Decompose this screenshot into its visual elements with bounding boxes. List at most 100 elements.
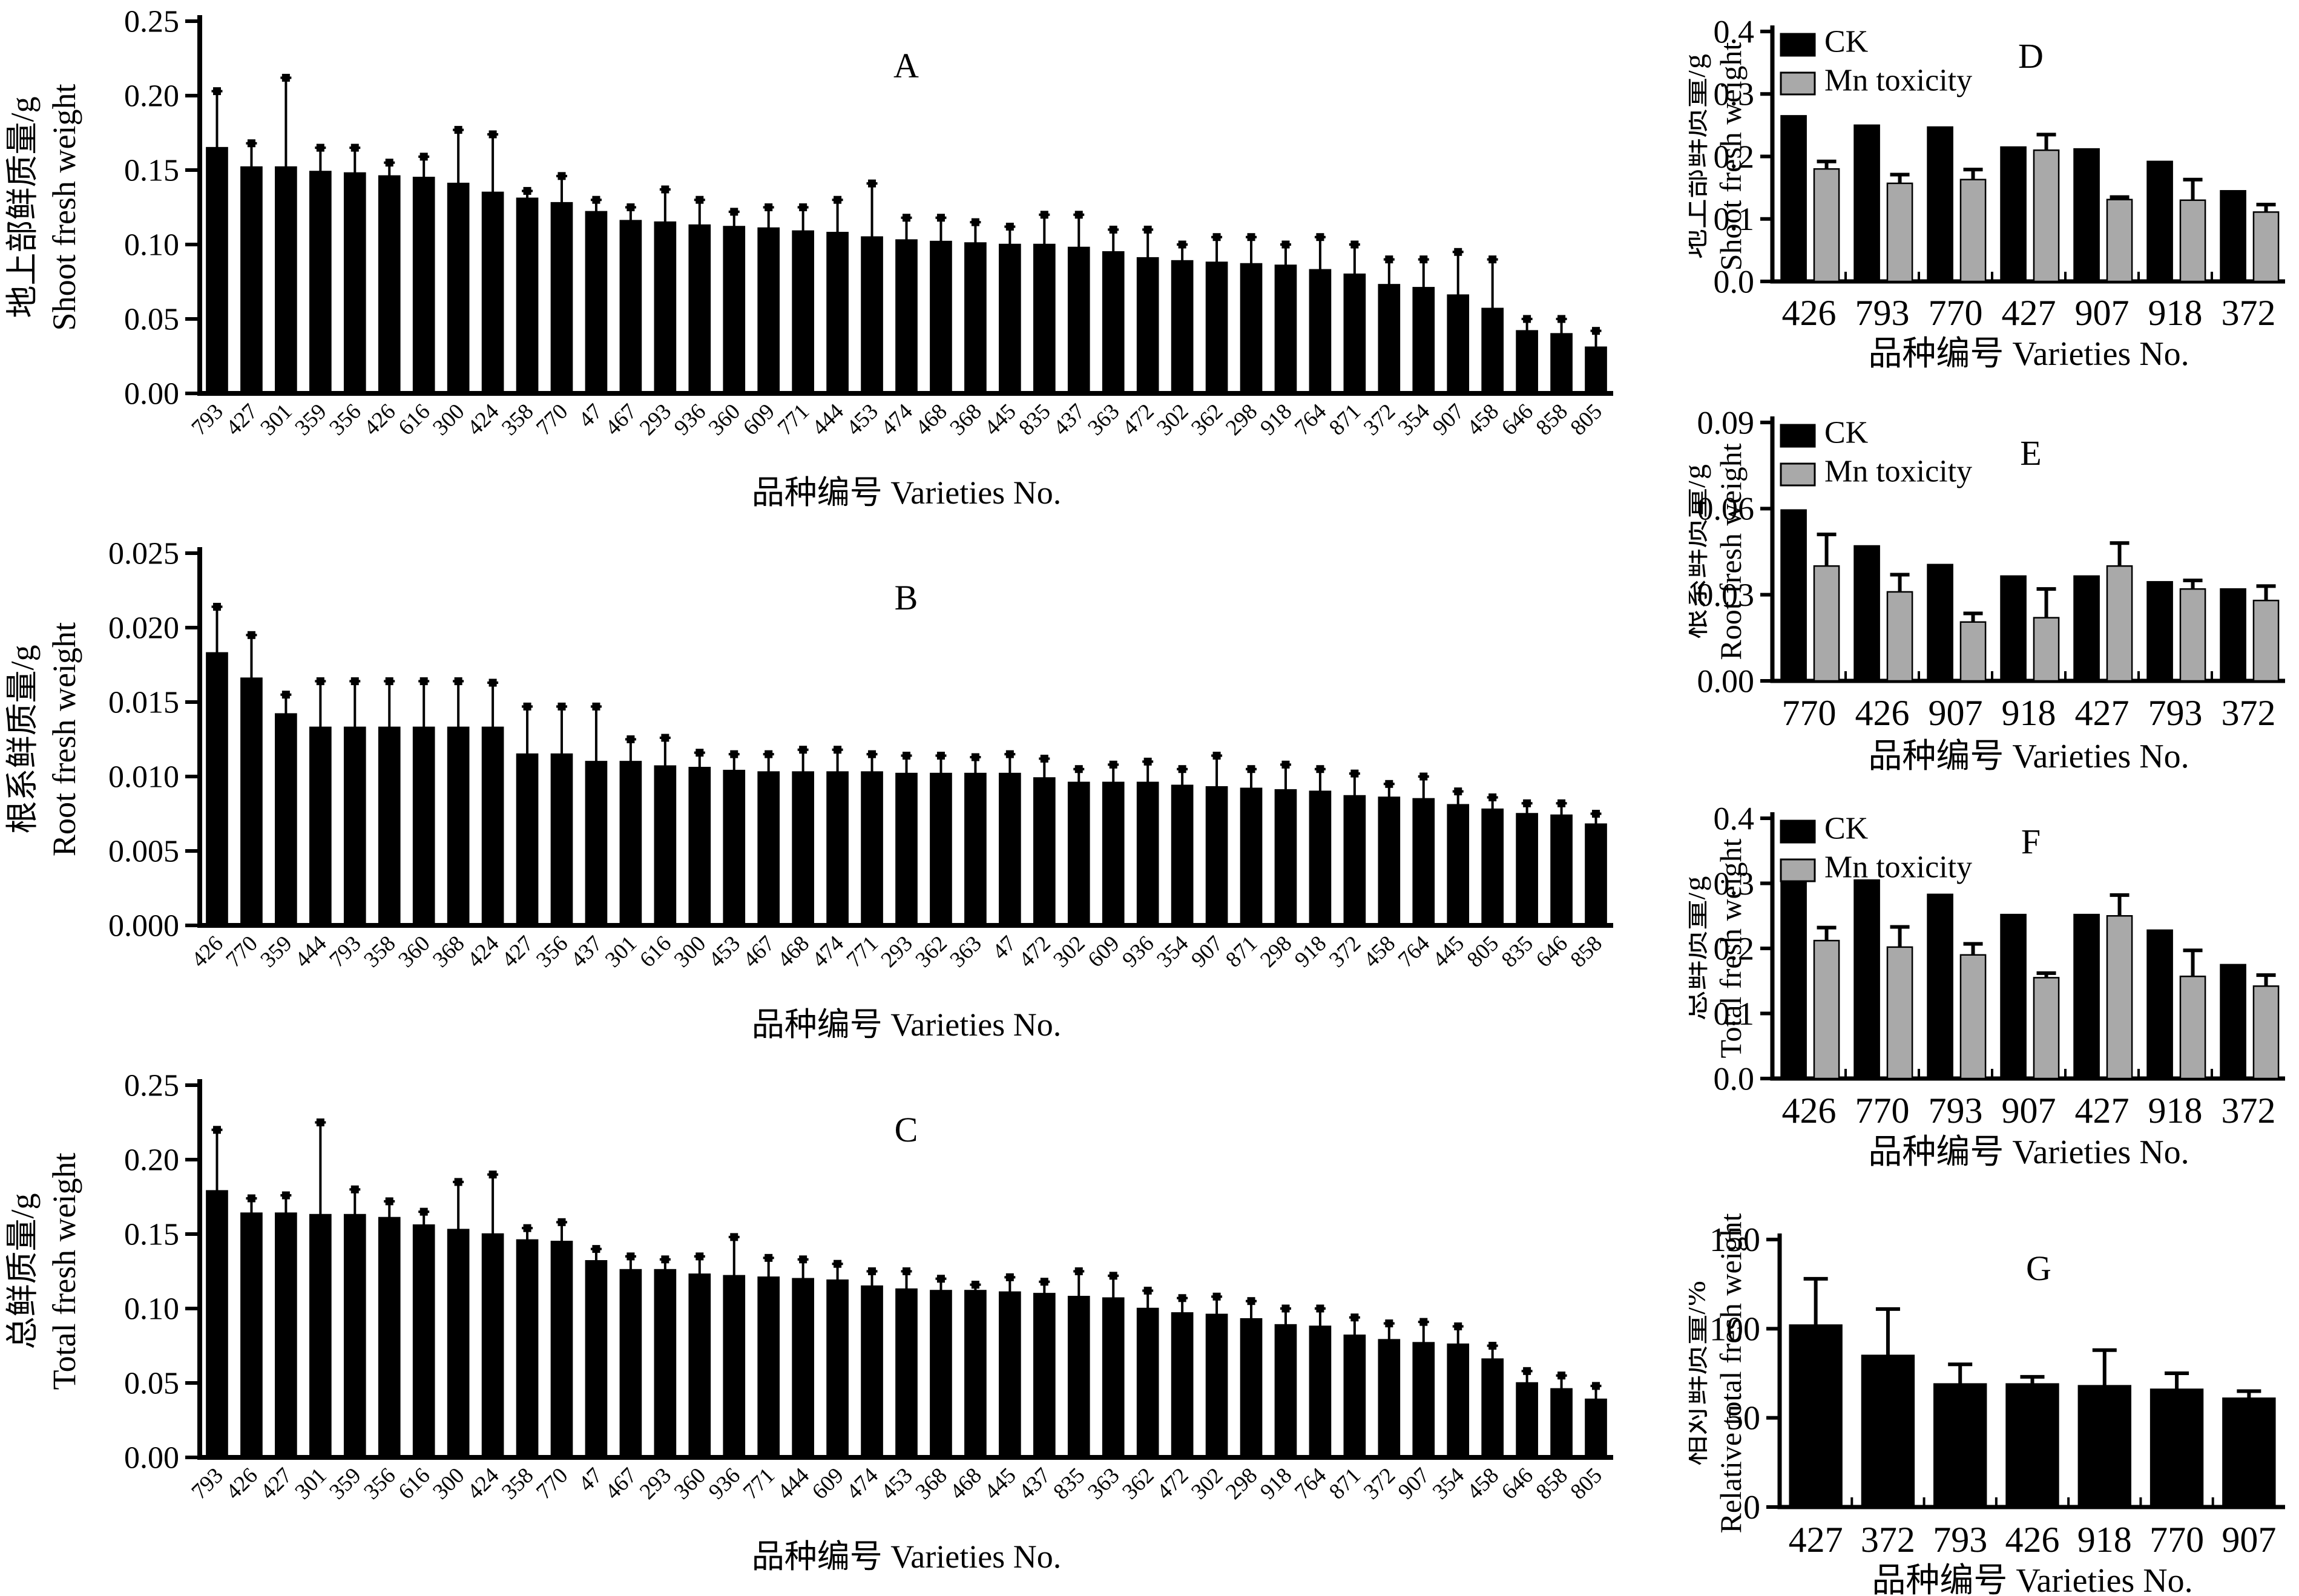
bar-47 bbox=[585, 211, 608, 395]
bar-426-mn bbox=[1813, 168, 1840, 283]
error-bar-marker bbox=[247, 1194, 255, 1203]
error-bar-marker bbox=[1109, 1272, 1117, 1280]
x-tick-label: 298 bbox=[1221, 1463, 1262, 1504]
error-bar-marker bbox=[1454, 1322, 1462, 1331]
x-tick-label: 372 bbox=[2222, 693, 2276, 733]
x-tick-label: 835 bbox=[1497, 931, 1538, 972]
bar-302 bbox=[1067, 781, 1090, 927]
bar-468 bbox=[964, 1290, 987, 1459]
legend-label-mn-toxicity: Mn toxicity bbox=[1824, 850, 1972, 885]
bar-453 bbox=[861, 236, 883, 395]
y-tick-label: 0.025 bbox=[108, 537, 179, 571]
bar-907 bbox=[1447, 294, 1470, 395]
x-tick-label: 360 bbox=[669, 1463, 711, 1504]
x-tick-label: 363 bbox=[1083, 1463, 1124, 1504]
x-tick-label: 467 bbox=[600, 399, 642, 440]
error-bar-marker bbox=[1074, 765, 1083, 773]
x-tick-label: 368 bbox=[946, 399, 987, 440]
bar-359 bbox=[309, 171, 332, 395]
bar-472 bbox=[1136, 257, 1159, 395]
error-bar-marker bbox=[1316, 765, 1324, 773]
x-tick-label: 293 bbox=[877, 931, 918, 972]
x-tick-label: 858 bbox=[1531, 1463, 1573, 1504]
error-bar-marker bbox=[1040, 754, 1048, 763]
chart-root-fresh-weight-ck-mn: 0.00 0.03 0.06 0.09 770 426 907 918 427 793 372 品种编… bbox=[1689, 404, 2285, 775]
x-tick-label: 302 bbox=[1152, 399, 1193, 440]
legend-label-ck: CK bbox=[1824, 416, 1869, 450]
bar-372-mn bbox=[2252, 599, 2280, 682]
bar-445 bbox=[999, 1291, 1021, 1459]
x-axis-title: 品种编号 Varieties No. bbox=[752, 1007, 1061, 1043]
x-tick-label: 764 bbox=[1393, 931, 1435, 972]
x-tick-label: 362 bbox=[1117, 1463, 1159, 1504]
error-bar-marker bbox=[627, 203, 635, 211]
error-bar-marker bbox=[696, 195, 704, 204]
x-tick-label: 770 bbox=[2149, 1520, 2204, 1560]
x-tick-label: 426 bbox=[222, 1463, 263, 1504]
bar-293 bbox=[654, 1269, 677, 1459]
error-bar-marker bbox=[247, 631, 255, 639]
bar-298 bbox=[1240, 1318, 1263, 1459]
y-axis-label-zh: 相对鲜质量/% bbox=[1689, 1281, 1711, 1466]
bar-468 bbox=[792, 771, 814, 927]
x-tick-label: 770 bbox=[1855, 1091, 1910, 1131]
bar-907-mn bbox=[2033, 977, 2060, 1080]
bar-474 bbox=[895, 239, 918, 395]
x-tick-label: 368 bbox=[428, 931, 469, 972]
x-tick-label: 302 bbox=[1186, 1463, 1228, 1504]
x-tick-label: 805 bbox=[1462, 931, 1504, 972]
x-tick-label: 362 bbox=[911, 931, 952, 972]
error-bar-marker bbox=[661, 1255, 669, 1264]
x-tick-label: 793 bbox=[1933, 1520, 1987, 1560]
x-tick-label: 453 bbox=[704, 931, 745, 972]
x-tick-label: 424 bbox=[462, 399, 504, 440]
error-bar-marker bbox=[1074, 1267, 1083, 1275]
error-bar-marker bbox=[661, 734, 669, 742]
error-bar-marker bbox=[1385, 255, 1393, 264]
error-bar-marker bbox=[419, 1207, 428, 1216]
x-tick-label: 437 bbox=[566, 931, 607, 972]
x-tick-label: 472 bbox=[1152, 1463, 1193, 1504]
panel-letter: C bbox=[895, 1110, 918, 1149]
x-tick-label: 468 bbox=[911, 399, 952, 440]
bar-360 bbox=[412, 726, 435, 927]
y-tick-label: 0.3 bbox=[1714, 76, 1755, 113]
error-bar-marker bbox=[488, 130, 497, 139]
bar-805 bbox=[1585, 346, 1607, 395]
y-tick-label: 0.020 bbox=[108, 611, 179, 646]
bar-302 bbox=[1205, 1313, 1228, 1459]
x-tick-label: 907 bbox=[2222, 1520, 2276, 1560]
x-tick-label: 805 bbox=[1566, 1463, 1607, 1504]
bar-764 bbox=[1412, 798, 1435, 927]
bar-293 bbox=[654, 221, 677, 395]
x-tick-label: 453 bbox=[877, 1463, 918, 1504]
bar-372-ck bbox=[2220, 964, 2246, 1080]
x-tick-label: 936 bbox=[669, 399, 711, 440]
y-tick-label: 0.4 bbox=[1714, 800, 1755, 836]
bar-445 bbox=[1447, 804, 1470, 927]
error-bar-marker bbox=[592, 1245, 600, 1253]
bar-793 bbox=[343, 726, 366, 927]
bar-363 bbox=[1102, 1297, 1125, 1459]
panel-total-fresh-weight-ck-mn: 0.0 0.1 0.2 0.3 0.4 426 770 793 907 427 918 372 品种编号… bbox=[1689, 781, 2299, 1180]
y-tick-label: 0.05 bbox=[124, 1367, 179, 1401]
x-axis-title: 品种编号 Varieties No. bbox=[1868, 335, 2189, 373]
x-tick-label: 793 bbox=[187, 1463, 228, 1504]
x-tick-label: 372 bbox=[2222, 1091, 2276, 1131]
error-bar-marker bbox=[971, 218, 979, 226]
error-bar-marker bbox=[350, 677, 359, 686]
x-axis-title: 品种编号 Varieties No. bbox=[1872, 1562, 2192, 1596]
x-tick-label: 770 bbox=[222, 931, 263, 972]
error-bar-marker bbox=[834, 1259, 842, 1268]
panel-letter: B bbox=[895, 578, 918, 617]
error-bar-marker bbox=[1592, 327, 1600, 335]
x-tick-label: 871 bbox=[1324, 1463, 1366, 1504]
bar-359 bbox=[275, 713, 297, 927]
x-tick-label: 771 bbox=[773, 399, 814, 440]
bar-918 bbox=[1274, 1324, 1297, 1459]
bar-907 bbox=[1412, 1342, 1435, 1459]
legend-swatch-ck bbox=[1780, 33, 1816, 57]
error-bar-marker bbox=[1350, 769, 1359, 778]
x-tick-label: 609 bbox=[1083, 931, 1124, 972]
x-tick-label: 918 bbox=[2148, 1091, 2203, 1131]
